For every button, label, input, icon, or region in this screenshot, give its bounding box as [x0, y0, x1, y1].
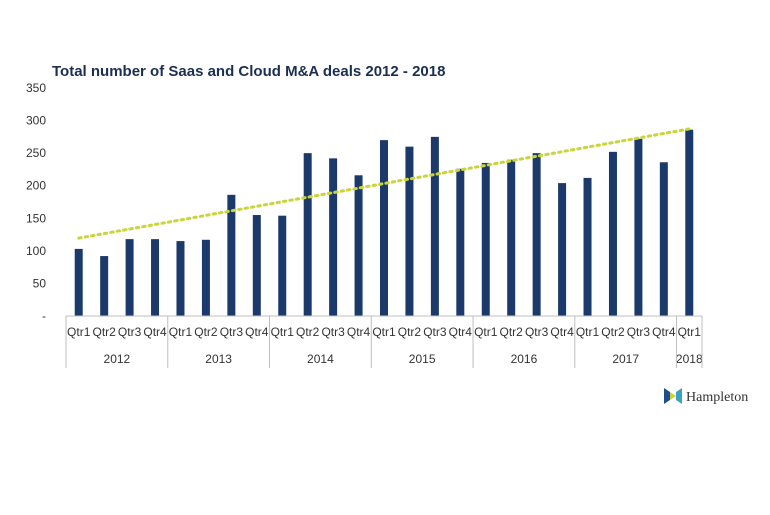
bar [201, 239, 210, 316]
x-tick-label: Qtr3 [220, 325, 244, 339]
year-label: 2014 [307, 352, 334, 366]
x-tick-label: Qtr3 [525, 325, 549, 339]
y-tick-label: 300 [26, 114, 46, 128]
bar [100, 256, 109, 316]
x-tick-label: Qtr4 [449, 325, 473, 339]
bar [456, 168, 465, 316]
x-tick-label: Qtr4 [143, 325, 167, 339]
y-tick-label: 150 [26, 211, 46, 225]
brand-name: Hampleton [686, 390, 748, 405]
x-tick-label: Qtr1 [474, 325, 498, 339]
bar [532, 153, 541, 316]
x-tick-label: Qtr4 [245, 325, 269, 339]
bar [481, 162, 490, 316]
year-label: 2017 [612, 352, 639, 366]
bar [430, 136, 439, 316]
bar [685, 129, 694, 316]
year-label: 2018 [676, 352, 703, 366]
bar [380, 140, 388, 316]
x-tick-label: Qtr2 [398, 325, 422, 339]
bar [176, 241, 185, 316]
x-tick-label: Qtr3 [627, 325, 651, 339]
year-label: 2013 [205, 352, 232, 366]
bar [303, 153, 312, 316]
logo-mark-center [670, 392, 676, 400]
chart-title: Total number of Saas and Cloud M&A deals… [52, 63, 445, 80]
bar [125, 239, 134, 316]
trendline [77, 127, 691, 240]
x-tick-label: Qtr2 [296, 325, 320, 339]
x-tick-label: Qtr1 [576, 325, 600, 339]
x-tick-label: Qtr1 [678, 325, 702, 339]
x-tick-label: Qtr2 [500, 325, 524, 339]
bar-series [74, 129, 694, 316]
bar [558, 183, 567, 316]
y-tick-label: 250 [26, 146, 46, 160]
bar [278, 215, 287, 316]
x-tick-label: Qtr2 [194, 325, 218, 339]
bar [634, 138, 643, 316]
y-tick-label: 200 [26, 179, 46, 193]
x-tick-label: Qtr1 [271, 325, 295, 339]
bar [405, 146, 414, 316]
bar [608, 151, 617, 316]
x-tick-label: Qtr2 [601, 325, 625, 339]
brand-logo: Hampleton [664, 388, 748, 405]
x-tick-label: Qtr1 [372, 325, 396, 339]
year-label: 2015 [409, 352, 436, 366]
logo-mark-right [676, 388, 682, 404]
y-tick-label: 100 [26, 244, 46, 258]
x-tick-label: Qtr3 [423, 325, 447, 339]
bar [252, 215, 261, 316]
logo-mark-left [664, 388, 670, 404]
x-axis: Qtr1 Qtr2 Qtr3 Qtr4 Qtr1 Qtr2 Qtr3 Qtr4 Qtr1 Qtr2… [65, 315, 703, 368]
bar [583, 177, 592, 316]
y-tick-label: - [42, 309, 46, 323]
bar [227, 194, 236, 316]
x-tick-label: Qtr4 [347, 325, 371, 339]
y-tick-label: 350 [26, 81, 46, 95]
year-label: 2012 [104, 352, 131, 366]
x-tick-label: Qtr1 [169, 325, 193, 339]
bar [151, 239, 160, 316]
bar [354, 175, 363, 316]
bar [659, 162, 668, 316]
x-tick-label: Qtr4 [550, 325, 574, 339]
x-tick-label: Qtr2 [92, 325, 116, 339]
x-tick-label: Qtr1 [67, 325, 91, 339]
x-tick-label: Qtr3 [118, 325, 142, 339]
x-tick-label: Qtr4 [652, 325, 676, 339]
bar [74, 248, 83, 316]
y-tick-label: 50 [33, 276, 47, 290]
bar [329, 158, 338, 316]
x-tick-label: Qtr3 [321, 325, 345, 339]
y-axis: - 50 100 150 200 250 300 350 [26, 81, 46, 323]
year-label: 2016 [511, 352, 538, 366]
bar [507, 159, 516, 316]
